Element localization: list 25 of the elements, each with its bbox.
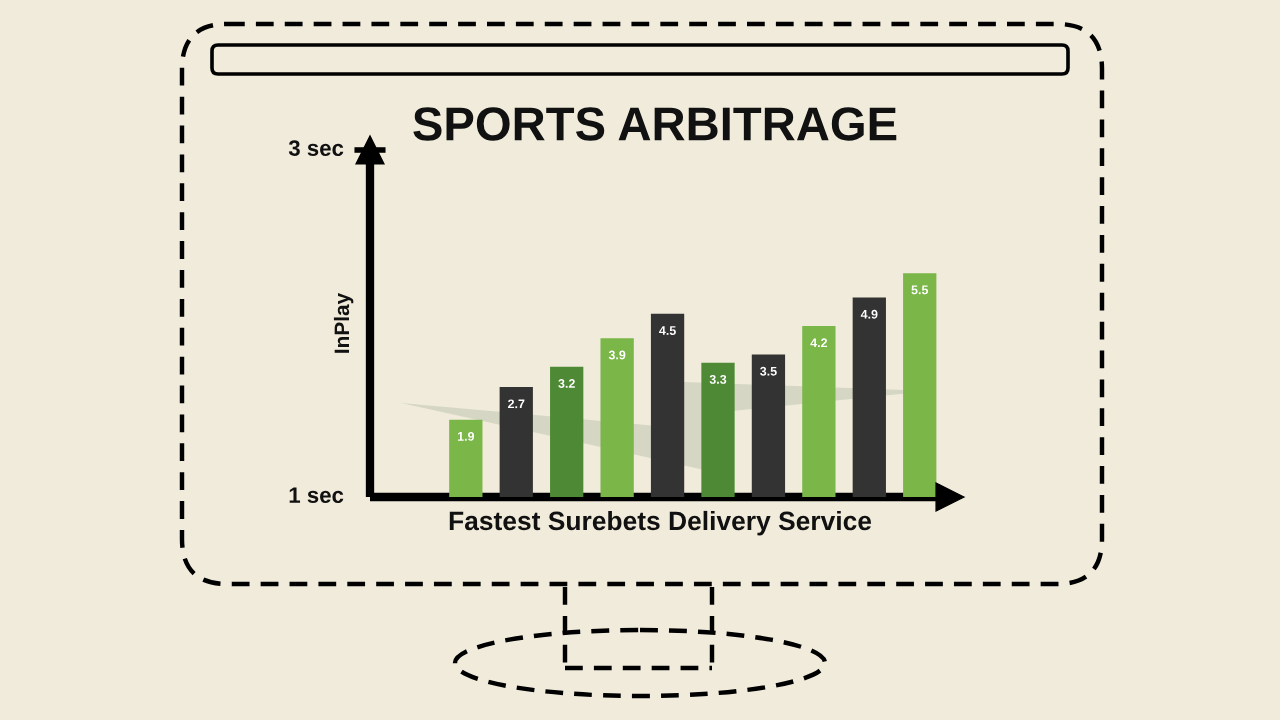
bar <box>449 419 483 497</box>
data-label: 1.9 <box>457 431 475 441</box>
bar <box>550 366 584 497</box>
bar <box>903 273 937 497</box>
data-label: 5.5 <box>911 285 929 295</box>
bar <box>600 338 634 497</box>
data-label: 3.2 <box>558 379 575 388</box>
data-label: 3.5 <box>760 366 777 376</box>
bar <box>701 362 735 497</box>
text: 3 sec <box>288 140 344 156</box>
data-label: 3.3 <box>709 374 727 384</box>
data-label: 4.9 <box>860 309 878 319</box>
bar <box>499 387 533 497</box>
text: 1 sec <box>289 487 344 503</box>
data-label: 4.2 <box>810 338 828 348</box>
y-axis-title: InPlay <box>333 292 354 353</box>
chart-title: SPORTS ARBITRAGE <box>413 107 897 141</box>
data-label: 3.9 <box>608 350 626 360</box>
bar <box>802 326 836 497</box>
bar <box>650 313 685 497</box>
bar <box>751 354 786 497</box>
data-label: 2.7 <box>508 399 525 409</box>
data-label: 4.5 <box>659 326 676 335</box>
x-axis-title: Fastest Surebets Delivery Service <box>449 510 872 536</box>
bar <box>852 297 886 497</box>
